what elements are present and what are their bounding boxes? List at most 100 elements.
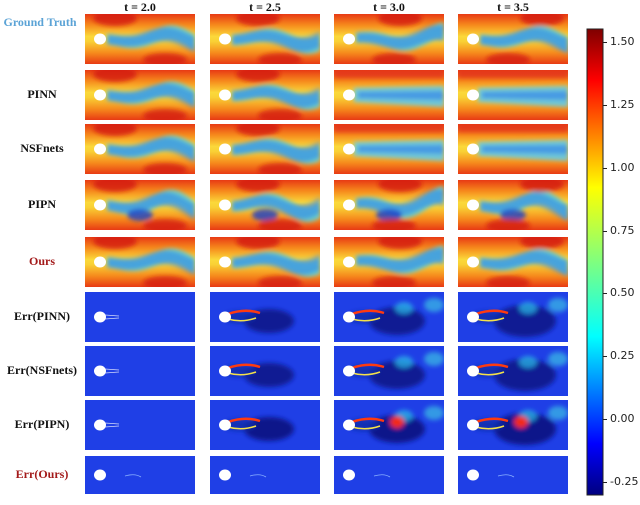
panel-nsf-field-t2 xyxy=(334,124,444,174)
cylinder-icon xyxy=(94,419,106,431)
panel-gt-field-t0 xyxy=(85,14,195,64)
cylinder-icon xyxy=(343,311,355,323)
panel-pipn-error-t1 xyxy=(210,400,320,450)
cylinder-icon xyxy=(94,256,106,268)
panel-nsf-field-t1 xyxy=(210,124,320,174)
cylinder-icon xyxy=(467,89,479,101)
colorbar-tick-mark xyxy=(603,293,607,295)
panel-gt-field-t1 xyxy=(210,14,320,64)
panel-pipn-error-t0 xyxy=(85,400,195,450)
colorbar-tick-mark xyxy=(603,104,607,106)
time-header-0: t = 2.0 xyxy=(124,0,156,14)
cylinder-icon xyxy=(343,199,355,211)
panel-nsf-field-t0 xyxy=(85,124,195,174)
panel-pipn-field-t2 xyxy=(334,180,444,230)
cylinder-icon xyxy=(467,143,479,155)
cylinder-icon xyxy=(343,256,355,268)
panel-gt-field-t2 xyxy=(334,14,444,64)
cylinder-icon xyxy=(219,419,231,431)
panel-pinn-error-t0 xyxy=(85,292,195,342)
row-label-nsf-field: NSFnets xyxy=(20,141,64,155)
cylinder-icon xyxy=(343,89,355,101)
panel-pipn-field-t1 xyxy=(210,180,320,230)
panel-pinn-field-t2 xyxy=(334,70,444,120)
cylinder-icon xyxy=(467,311,479,323)
row-label-pipn-field: PIPN xyxy=(28,197,56,211)
colorbar-tick-mark xyxy=(603,356,607,358)
cylinder-icon xyxy=(94,311,106,323)
panel-ours-field-t1 xyxy=(210,237,320,287)
panel-ours-field-t2 xyxy=(334,237,444,287)
colorbar xyxy=(586,28,604,496)
panel-pinn-field-t0 xyxy=(85,70,195,120)
row-label-ours-field: Ours xyxy=(28,254,55,268)
colorbar-tick-label: 0.00 xyxy=(610,412,635,426)
cylinder-icon xyxy=(343,33,355,45)
cylinder-icon xyxy=(467,365,479,377)
colorbar-tick-mark xyxy=(603,230,607,232)
cylinder-icon xyxy=(343,419,355,431)
colorbar-tick-mark xyxy=(603,41,607,43)
cylinder-icon xyxy=(219,143,231,155)
cylinder-icon xyxy=(219,256,231,268)
row-label-pipn-error: Err(PIPN) xyxy=(14,417,70,431)
panel-nsf-error-t1 xyxy=(210,346,320,396)
cylinder-icon xyxy=(219,469,231,481)
panel-pipn-field-t0 xyxy=(85,180,195,230)
panel-ours-error-t3 xyxy=(458,456,568,494)
panel-nsf-error-t3 xyxy=(458,346,568,396)
colorbar-tick-mark xyxy=(603,167,607,169)
cylinder-icon xyxy=(94,365,106,377)
colorbar-tick-mark xyxy=(603,419,607,421)
panel-gt-field-t3 xyxy=(458,14,568,64)
cylinder-icon xyxy=(343,365,355,377)
row-label-ours-error: Err(Ours) xyxy=(15,467,69,481)
panel-nsf-field-t3 xyxy=(458,124,568,174)
colorbar-tick-label: 0.75 xyxy=(610,223,635,237)
colorbar-tick-label: 1.50 xyxy=(610,34,635,48)
panel-pipn-field-t3 xyxy=(458,180,568,230)
cylinder-icon xyxy=(94,469,106,481)
colorbar-tick-label: 1.00 xyxy=(610,160,635,174)
time-header-3: t = 3.5 xyxy=(497,0,529,14)
colorbar-tick-label: -0.25 xyxy=(610,475,639,489)
panel-pipn-error-t3 xyxy=(458,400,568,450)
cylinder-icon xyxy=(94,199,106,211)
row-label-gt-field: Ground Truth xyxy=(3,15,77,29)
colorbar-tick-label: 0.50 xyxy=(610,286,635,300)
cylinder-icon xyxy=(467,469,479,481)
panel-ours-field-t3 xyxy=(458,237,568,287)
cylinder-icon xyxy=(467,33,479,45)
cylinder-icon xyxy=(343,143,355,155)
panel-nsf-error-t0 xyxy=(85,346,195,396)
cylinder-icon xyxy=(343,469,355,481)
panel-nsf-error-t2 xyxy=(334,346,444,396)
colorbar-tick-label: 1.25 xyxy=(610,97,635,111)
cylinder-icon xyxy=(219,365,231,377)
panel-pinn-field-t1 xyxy=(210,70,320,120)
cylinder-icon xyxy=(467,256,479,268)
panel-ours-error-t0 xyxy=(85,456,195,494)
time-header-1: t = 2.5 xyxy=(249,0,281,14)
row-label-pinn-field: PINN xyxy=(27,87,57,101)
panel-pinn-error-t2 xyxy=(334,292,444,342)
panel-pinn-error-t3 xyxy=(458,292,568,342)
cylinder-icon xyxy=(467,419,479,431)
cylinder-icon xyxy=(94,33,106,45)
panel-ours-field-t0 xyxy=(85,237,195,287)
cylinder-icon xyxy=(94,143,106,155)
colorbar-tick-label: 0.25 xyxy=(610,349,635,363)
colorbar-tick-mark xyxy=(603,482,607,484)
panel-pipn-error-t2 xyxy=(334,400,444,450)
panel-pinn-error-t1 xyxy=(210,292,320,342)
cylinder-icon xyxy=(467,199,479,211)
row-label-nsf-error: Err(NSFnets) xyxy=(7,363,77,377)
row-label-pinn-error: Err(PINN) xyxy=(14,309,70,323)
cylinder-icon xyxy=(219,311,231,323)
cylinder-icon xyxy=(94,89,106,101)
panel-pinn-field-t3 xyxy=(458,70,568,120)
cylinder-icon xyxy=(219,199,231,211)
cylinder-icon xyxy=(219,89,231,101)
panel-ours-error-t1 xyxy=(210,456,320,494)
colorbar-gradient xyxy=(586,28,604,496)
